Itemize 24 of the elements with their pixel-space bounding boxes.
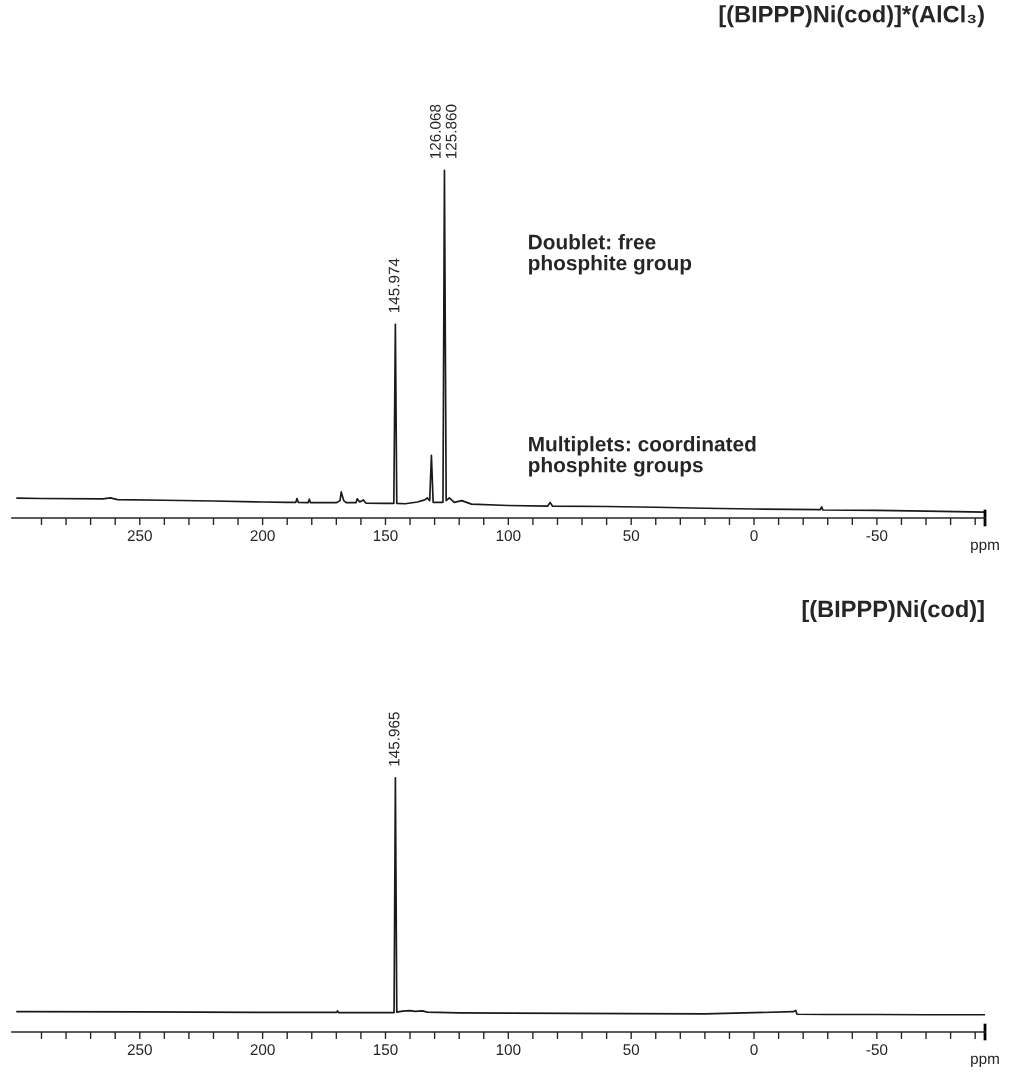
chart-title: [(BIPPP)Ni(cod)] bbox=[802, 600, 984, 623]
annotation: 145.974 bbox=[388, 258, 400, 313]
annotation: 125.860 bbox=[445, 104, 457, 159]
x-tick-label: 200 bbox=[250, 530, 275, 542]
annotation: Multiplets: coordinated phosphite groups bbox=[529, 436, 756, 477]
x-tick-label: -50 bbox=[866, 530, 888, 542]
x-tick-label: 200 bbox=[250, 1044, 275, 1056]
x-tick-label: 250 bbox=[127, 1044, 152, 1056]
x-tick-label: 50 bbox=[623, 530, 640, 542]
x-tick-label: -50 bbox=[866, 1044, 888, 1056]
x-tick-label: 250 bbox=[127, 530, 152, 542]
x-tick-label: 100 bbox=[496, 530, 521, 542]
chart-title: [(BIPPP)Ni(cod)]*(AlCl₃) bbox=[719, 5, 984, 28]
x-tick-label: 0 bbox=[750, 530, 758, 542]
annotation: Doublet: free phosphite group bbox=[529, 234, 692, 275]
annotation: 126.068 bbox=[429, 104, 441, 159]
x-axis-title: ppm bbox=[971, 541, 999, 554]
x-axis-title: ppm bbox=[971, 1055, 999, 1068]
x-tick-label: 0 bbox=[750, 1044, 758, 1056]
x-tick-label: 150 bbox=[373, 1044, 398, 1056]
x-tick-label: 100 bbox=[496, 1044, 521, 1056]
x-tick-label: 150 bbox=[373, 530, 398, 542]
x-tick-label: 50 bbox=[623, 1044, 640, 1056]
annotation: 145.965 bbox=[388, 712, 400, 766]
